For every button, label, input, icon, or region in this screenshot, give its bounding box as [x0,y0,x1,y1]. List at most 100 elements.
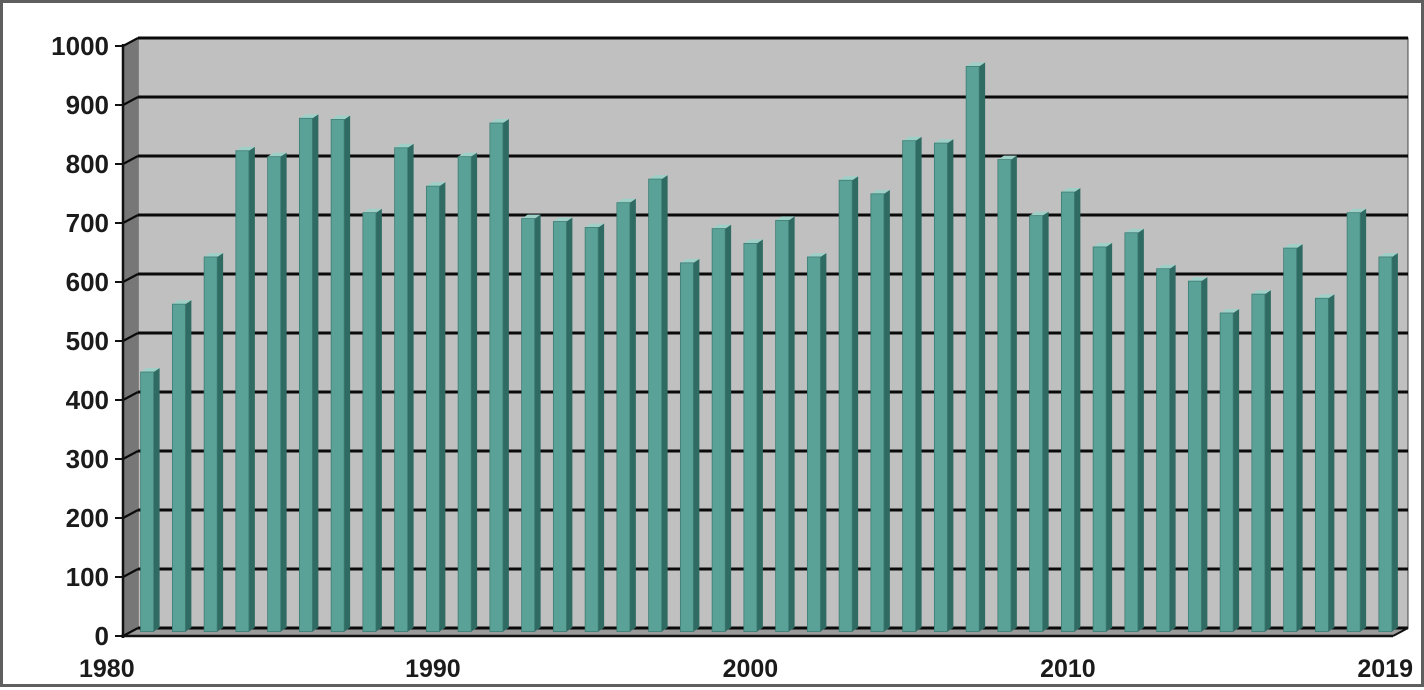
bar [1060,188,1081,632]
bar-top [585,223,605,228]
bar-top [426,182,446,187]
bar-front [775,219,790,633]
bar-top [553,217,573,222]
bar-top [394,143,414,148]
bar [298,114,319,632]
bar-top [204,252,224,257]
bar-top [870,189,890,194]
bar-top [807,252,827,257]
bar-front [838,179,853,633]
bar-side [947,139,954,632]
bar-side [1391,252,1398,632]
bar-side [1296,244,1303,632]
bar-top [458,152,478,157]
x-tick-label: 2010 [1040,655,1096,683]
bar-top [1061,188,1081,193]
bar-front [235,150,250,633]
bar-front [140,371,155,633]
bar-side [1233,309,1240,632]
bar-side [407,143,414,632]
y-tick-label: 0 [95,621,109,651]
bar-top [775,216,795,221]
bar-front [203,256,218,632]
bar-front [1060,191,1075,632]
bar-front [679,262,694,633]
bar [1092,242,1113,632]
bar [775,216,795,633]
bar [679,258,700,633]
bar-front [902,140,917,633]
y-tick-label: 300 [66,444,109,474]
bar [902,136,922,633]
bar-side [1264,290,1271,632]
bar-front [1346,212,1361,632]
bar [1156,264,1176,633]
bar-top [521,214,541,219]
bar-side [883,189,890,632]
bar-side [344,115,351,632]
bar [1346,208,1367,632]
bar-side [629,198,636,632]
y-tick-label: 100 [66,562,109,592]
bar [425,182,446,633]
bar-side [1201,277,1208,632]
bar-side [217,252,224,632]
bar-side [375,208,382,632]
bar-top [1156,264,1176,269]
gridline-depth [122,96,139,106]
bar-front [1092,246,1107,632]
bar [743,239,763,633]
bar-front [457,156,472,633]
bar [1314,294,1335,633]
bar [394,143,414,632]
y-tick-label: 900 [66,90,109,120]
x-axis-ticks: 1980 1990 2000 2010 2019 [79,655,1413,683]
bar-front [1124,232,1139,632]
bar-top [140,368,160,372]
gridline-depth [122,568,139,578]
bar-top [934,139,954,144]
bar-front [870,193,885,633]
x-tick-label: 1990 [405,655,461,683]
bar-top [616,198,636,203]
bar [235,146,255,633]
bar-top [1378,252,1398,257]
bar [1187,277,1208,633]
bar-top [1188,277,1208,282]
bar-front [521,218,536,633]
bar [933,139,954,632]
bar-front [425,185,440,633]
bar-top [1283,244,1303,249]
gridline-depth [122,391,139,401]
bar-side [725,224,732,632]
x-tick-label: 1980 [79,655,135,683]
bar-top [331,115,351,120]
y-tick-label: 200 [66,503,109,533]
bar-front [1378,256,1393,632]
y-tick-label: 700 [66,208,109,238]
bar-side [820,252,827,632]
bar-side [661,175,668,632]
bar [140,368,160,633]
gridline-depth [122,273,139,283]
bar [870,189,890,633]
bar-front [330,119,345,632]
bar [521,214,541,633]
bar [838,176,859,633]
bar-side [1169,264,1176,632]
y-tick-label: 400 [66,385,109,415]
bar-top [1251,290,1271,295]
bar-front [648,178,663,633]
bar-top [839,176,859,181]
bar-front [616,202,631,632]
bar [267,152,287,633]
bar-side [1074,188,1081,632]
bar-top [966,62,986,67]
bars [140,62,1398,633]
bar-front [1314,297,1329,633]
bar-side [566,217,573,632]
bar [330,115,351,632]
bar-top [1029,211,1049,216]
y-tick-label: 600 [66,267,109,297]
